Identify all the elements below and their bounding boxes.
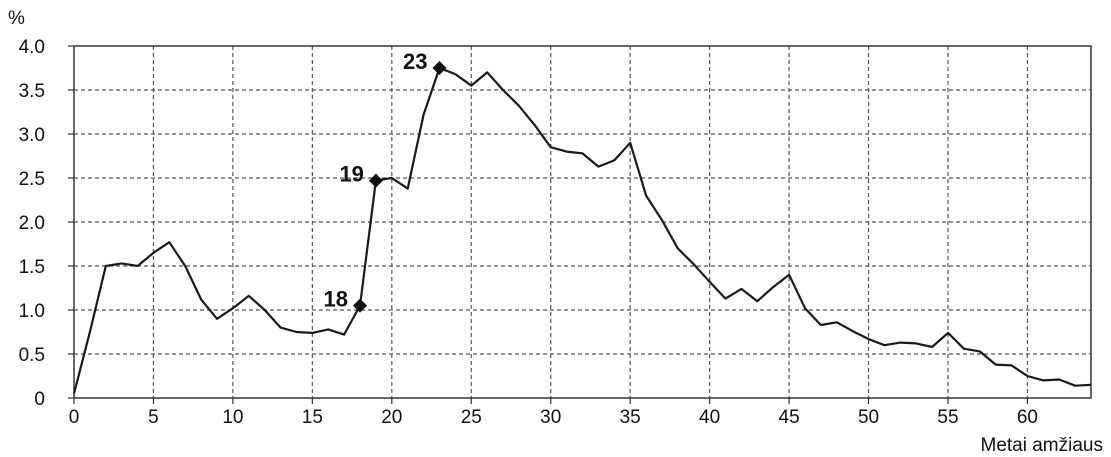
x-tick-label: 25 bbox=[461, 407, 482, 428]
x-tick-label: 40 bbox=[699, 407, 720, 428]
x-tick-label: 30 bbox=[540, 407, 561, 428]
y-tick-label: 0 bbox=[34, 389, 45, 410]
annotation-label: 18 bbox=[324, 287, 348, 312]
grid-lines bbox=[74, 46, 1091, 398]
y-tick-label: 2.0 bbox=[19, 213, 45, 234]
x-tick-label: 0 bbox=[69, 407, 80, 428]
y-axis-ticks: 0 0.5 1.0 1.5 2.0 2.5 3.0 3.5 4.0 bbox=[19, 37, 74, 410]
y-axis-label: % bbox=[8, 8, 25, 29]
x-axis-ticks: 0 5 10 15 20 25 30 35 40 45 50 55 60 bbox=[69, 398, 1038, 428]
x-tick-label: 45 bbox=[779, 407, 800, 428]
x-tick-label: 15 bbox=[302, 407, 323, 428]
y-tick-label: 2.5 bbox=[19, 169, 45, 190]
series-line bbox=[72, 66, 1092, 394]
y-tick-label: 3.5 bbox=[19, 81, 45, 102]
x-tick-label: 20 bbox=[381, 407, 402, 428]
y-tick-label: 3.0 bbox=[19, 125, 45, 146]
y-tick-label: 1.5 bbox=[19, 257, 45, 278]
x-tick-label: 10 bbox=[222, 407, 243, 428]
annotation-label: 23 bbox=[403, 49, 427, 74]
diamond-marker bbox=[353, 298, 368, 313]
x-axis-label: Metai amžiaus bbox=[981, 435, 1104, 456]
y-tick-label: 1.0 bbox=[19, 301, 45, 322]
x-tick-label: 5 bbox=[148, 407, 159, 428]
x-tick-label: 50 bbox=[858, 407, 879, 428]
diamond-marker bbox=[368, 173, 383, 188]
y-tick-label: 0.5 bbox=[19, 345, 45, 366]
x-tick-label: 35 bbox=[620, 407, 641, 428]
diamond-marker bbox=[432, 61, 447, 75]
annotation-label: 19 bbox=[339, 162, 363, 187]
x-tick-label: 60 bbox=[1017, 407, 1038, 428]
x-tick-label: 55 bbox=[937, 407, 958, 428]
y-tick-label: 4.0 bbox=[19, 37, 45, 58]
annotation-markers: 18 19 23 bbox=[324, 49, 447, 313]
